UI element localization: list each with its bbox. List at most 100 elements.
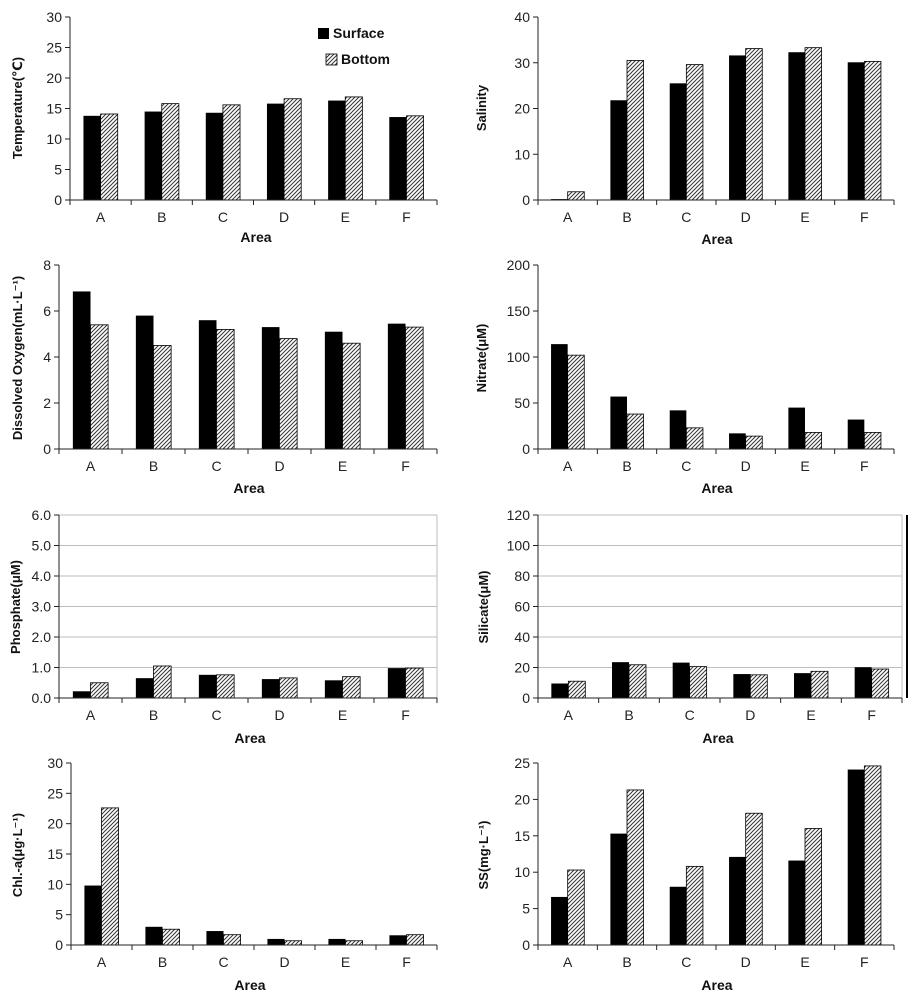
y-tick-label: 10 [514,146,530,162]
bar-bottom [162,928,180,946]
y-tick-label: 3.0 [32,599,52,615]
bar-bottom [745,435,763,450]
y-tick-label: 150 [507,303,531,319]
bar-surface [205,112,223,200]
bar-surface [847,419,865,449]
y-tick-label: 0 [522,937,530,953]
bar-surface [610,833,627,945]
panel-suspended-solids: A B C D E F 0 5 10 15 20 25 SS(mg·L⁻¹) Area [476,755,895,993]
y-tick-label: 20 [514,791,530,807]
bar-bottom [161,103,180,201]
bar-surface [324,331,343,449]
x-tick-label: F [402,954,411,970]
x-tick-label: A [563,954,573,970]
y-tick-label: 4.0 [32,568,52,584]
bar-surface [135,315,154,449]
y-tick-label: 10 [514,864,530,880]
bar-surface [261,327,280,449]
x-tick-label: D [741,954,751,970]
bar-surface [551,683,569,698]
bar-surface [206,931,224,945]
x-tick-label: F [401,458,410,474]
legend-label-surface: Surface [333,25,385,41]
bar-bottom [567,680,586,699]
bar-surface [261,679,280,698]
x-axis-label: Area [702,730,733,746]
bar-surface [328,938,346,945]
bar-bottom [279,338,298,450]
panel-salinity: A B C D E F 0 10 20 30 40 Salinity Area [474,9,895,247]
bar-bottom [745,48,763,201]
x-tick-label: B [149,458,158,474]
bar-bottom [626,789,645,946]
x-tick-label: E [338,707,347,723]
bar-surface [847,769,865,945]
bar-surface [389,117,407,200]
y-tick-label: 0 [43,441,51,457]
x-tick-label: B [624,707,633,723]
bar-bottom [685,427,704,450]
y-tick-label: 6 [43,303,51,319]
bar-surface [729,856,746,945]
bar-surface [788,52,805,200]
bar-bottom [342,676,361,699]
x-tick-label: B [622,458,631,474]
x-tick-label: F [860,209,869,225]
bar-surface [729,433,746,449]
y-tick-label: 8 [43,257,51,273]
bar-bottom [804,432,823,450]
bar-bottom [810,670,829,699]
bar-surface [610,100,627,200]
bar-surface [144,111,162,200]
y-tick-label: 120 [507,507,531,523]
bar-bottom [628,664,647,699]
bar-surface [72,291,91,449]
y-tick-label: 5 [522,901,530,917]
bar-surface [198,674,217,698]
y-tick-label: 60 [514,599,530,615]
bar-surface [610,396,627,449]
bar-bottom [685,865,704,946]
x-tick-label: E [806,707,815,723]
x-tick-label: E [341,209,350,225]
panel-chlorophyll: A B C D E F 0 5 10 15 20 25 30 Chl.-a(μg·L⁻¹) Area [10,755,438,993]
y-axis-label: Temperature(℃) [10,57,25,159]
bar-bottom [567,354,585,450]
bar-surface [324,680,343,698]
bar-bottom [216,328,235,450]
x-tick-label: F [402,209,411,225]
x-axis-label: Area [234,977,265,993]
x-tick-label: D [745,707,755,723]
y-tick-label: 6.0 [32,507,52,523]
x-tick-label: B [149,707,158,723]
legend-label-bottom: Bottom [341,51,390,67]
bar-surface [135,678,154,698]
y-tick-label: 0 [54,192,62,208]
x-tick-label: D [741,458,751,474]
y-tick-label: 2.0 [32,629,52,645]
bar-surface [669,410,687,449]
x-tick-label: C [218,954,228,970]
x-axis-label: Area [701,480,732,496]
y-tick-label: 20 [514,101,530,117]
x-tick-label: B [622,954,631,970]
bar-bottom [153,665,172,699]
bar-bottom [567,869,585,946]
bar-bottom [863,432,882,450]
bar-surface [84,885,102,945]
bar-surface [669,83,687,200]
bar-bottom [216,674,235,699]
x-tick-label: A [96,209,106,225]
y-tick-label: 20 [46,70,62,86]
bar-surface [328,100,346,200]
x-tick-label: E [800,954,809,970]
x-tick-label: A [563,458,573,474]
y-tick-label: 200 [507,257,531,273]
y-tick-label: 5 [54,162,62,178]
y-tick-label: 25 [514,755,530,771]
bar-surface [847,62,865,201]
x-axis-label: Area [701,977,732,993]
x-tick-label: E [800,458,809,474]
bar-bottom [405,326,424,450]
y-tick-label: 30 [514,55,530,71]
